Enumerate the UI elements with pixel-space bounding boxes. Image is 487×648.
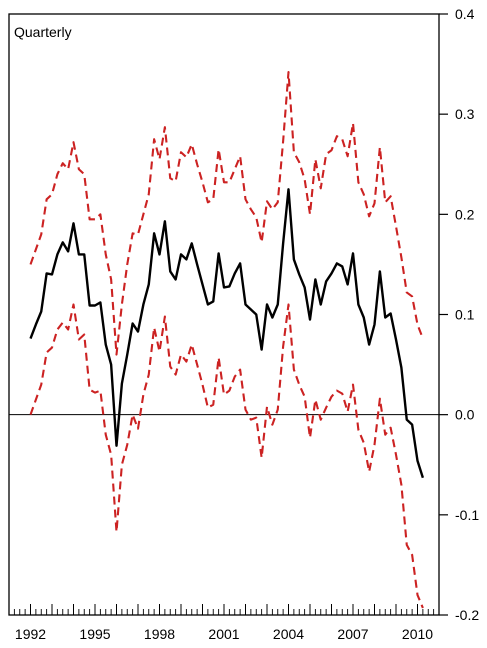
y-axis: -0.2 -0.1 0.0 0.1 0.2 0.3 0.4 (439, 6, 479, 623)
x-tick-label: 2010 (402, 626, 433, 642)
panel-label: Quarterly (14, 24, 72, 40)
series-line-upper-band (29, 71, 424, 356)
y-tick-label: 0.0 (455, 407, 475, 423)
x-tick-label: 1992 (15, 626, 46, 642)
x-tick-label: 1995 (79, 626, 110, 642)
series-line-estimate (29, 188, 425, 479)
y-tick-label: 0.2 (455, 206, 475, 222)
series-line-lower-band (29, 303, 424, 609)
x-tick-label: 2001 (208, 626, 239, 642)
x-axis: 1992 1995 1998 2001 2004 2007 2010 (13, 604, 435, 642)
y-tick-label: -0.2 (455, 607, 479, 623)
x-tick-label: 2004 (273, 626, 304, 642)
x-tick-label: 1998 (144, 626, 175, 642)
y-tick-label: 0.3 (455, 106, 475, 122)
y-tick-label: -0.1 (455, 507, 479, 523)
x-tick-label: 2007 (337, 626, 368, 642)
y-tick-label: 0.4 (455, 6, 475, 22)
series-layer (29, 71, 425, 609)
y-tick-label: 0.1 (455, 307, 475, 323)
